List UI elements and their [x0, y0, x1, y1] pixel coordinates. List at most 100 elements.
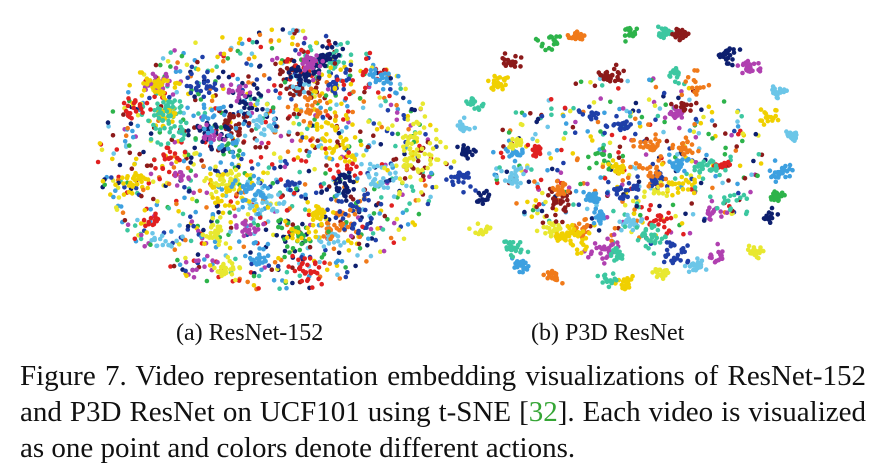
- scatter-point: [327, 156, 332, 161]
- scatter-point: [233, 167, 239, 173]
- scatter-point: [218, 133, 223, 138]
- scatter-point: [606, 179, 611, 185]
- scatter-point: [465, 101, 471, 106]
- scatter-point: [279, 225, 285, 231]
- scatter-point: [747, 62, 753, 67]
- scatter-point: [734, 198, 739, 203]
- scatter-point: [620, 178, 626, 183]
- scatter-point: [547, 151, 552, 156]
- scatter-point: [155, 101, 160, 106]
- scatter-point: [223, 241, 229, 246]
- citation-link[interactable]: 32: [528, 396, 558, 428]
- scatter-point: [328, 197, 334, 202]
- scatter-point: [334, 193, 339, 198]
- scatter-point: [745, 247, 751, 253]
- scatter-point: [241, 233, 247, 239]
- scatter-point: [242, 222, 248, 227]
- scatter-point: [319, 189, 325, 194]
- scatter-point: [241, 140, 246, 145]
- scatter-point: [371, 164, 377, 169]
- scatter-point: [560, 233, 566, 239]
- scatter-point: [502, 239, 507, 245]
- scatter-point: [352, 221, 357, 227]
- scatter-point: [433, 127, 439, 133]
- scatter-point: [385, 168, 390, 173]
- scatter-point: [201, 80, 207, 86]
- scatter-point: [114, 147, 120, 152]
- scatter-point: [655, 189, 661, 194]
- scatter-point: [653, 132, 658, 137]
- scatter-point: [422, 114, 428, 119]
- scatter-point: [265, 107, 270, 113]
- scatter-point: [304, 56, 309, 61]
- scatter-point: [254, 107, 260, 112]
- scatter-point: [256, 273, 262, 279]
- scatter-point: [283, 219, 288, 224]
- scatter-point: [204, 278, 210, 284]
- scatter-point: [152, 89, 158, 94]
- scatter-point: [385, 126, 391, 131]
- scatter-point: [204, 175, 209, 181]
- scatter-point: [417, 130, 423, 136]
- scatter-point: [109, 175, 114, 180]
- scatter-point: [699, 107, 704, 112]
- scatter-point: [585, 181, 590, 187]
- scatter-point: [335, 77, 340, 82]
- scatter-point: [240, 89, 245, 95]
- scatter-point: [306, 208, 312, 213]
- scatter-point: [254, 204, 259, 209]
- scatter-point: [261, 73, 267, 78]
- scatter-point: [233, 126, 239, 131]
- scatter-point: [765, 118, 771, 124]
- scatter-point: [253, 145, 258, 150]
- scatter-point: [343, 274, 349, 280]
- scatter-point: [127, 150, 133, 156]
- scatter-point: [302, 35, 308, 41]
- scatter-point: [669, 180, 675, 185]
- scatter-point: [295, 238, 300, 243]
- scatter-point: [236, 121, 242, 127]
- scatter-point: [637, 120, 642, 126]
- scatter-point: [623, 188, 629, 193]
- scatter-point: [676, 95, 681, 101]
- scatter-point: [303, 270, 309, 275]
- scatter-point: [216, 199, 222, 204]
- scatter-point: [184, 120, 189, 126]
- scatter-point: [616, 171, 622, 176]
- scatter-point: [661, 272, 666, 277]
- scatter-point: [325, 52, 331, 57]
- scatter-point: [360, 224, 365, 230]
- scatter-point: [257, 215, 263, 220]
- scatter-point: [289, 66, 294, 72]
- scatter-point: [680, 186, 686, 192]
- scatter-point: [756, 67, 761, 73]
- scatter-point: [706, 131, 711, 137]
- scatter-point: [140, 110, 145, 115]
- scatter-point: [177, 170, 183, 175]
- scatter-point: [220, 210, 226, 216]
- scatter-point: [419, 190, 424, 195]
- scatter-point: [563, 130, 568, 136]
- scatter-point: [609, 132, 615, 138]
- scatter-point: [664, 193, 670, 198]
- scatter-point: [648, 239, 654, 244]
- scatter-point: [602, 175, 608, 181]
- scatter-point: [549, 47, 555, 52]
- scatter-point: [294, 28, 299, 33]
- scatter-point: [416, 153, 421, 158]
- scatter-point: [586, 254, 591, 260]
- scatter-point: [129, 166, 135, 171]
- scatter-point: [402, 176, 408, 181]
- scatter-point: [529, 214, 535, 219]
- scatter-point: [543, 199, 548, 205]
- scatter-point: [231, 266, 236, 272]
- scatter-point: [351, 187, 357, 192]
- scatter-point: [212, 265, 217, 271]
- scatter-point: [265, 186, 271, 191]
- scatter-point: [422, 151, 428, 157]
- scatter-point: [314, 204, 319, 209]
- scatter-point: [589, 216, 595, 221]
- scatter-point: [725, 159, 731, 165]
- scatter-point: [277, 91, 283, 96]
- scatter-point: [185, 165, 191, 171]
